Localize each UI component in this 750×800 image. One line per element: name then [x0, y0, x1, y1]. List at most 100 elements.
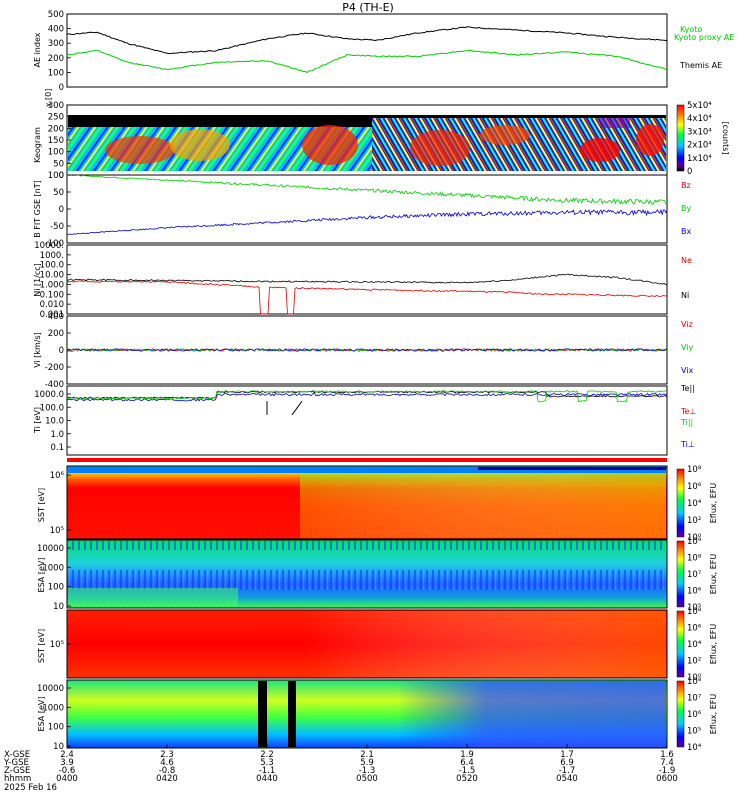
- esa-ion-colorbar-tick-label: 10⁷: [687, 694, 702, 704]
- sst-ion-colorbar-tick-label: 10²: [687, 657, 701, 667]
- keogram-ylabel2: x [0]: [44, 89, 53, 108]
- keogram-tick-label: 150: [48, 136, 64, 146]
- density-yticks: 10000.1000.100.010.001.0000.1000.0100.00…: [34, 241, 71, 320]
- density-tick-label: 1.000: [40, 280, 64, 290]
- x-axis-tick-label-x: 2.3: [160, 750, 174, 760]
- panel-sst-ion: 10⁵ SST [eV] 10⁸ 10⁶ 10⁴ 10² 10⁰ Eflux, EFU: [37, 607, 718, 683]
- density-tick-label: 100.0: [40, 261, 64, 271]
- panel-velocity: 400 200 0 -200 -400 Vi [km/s] Viz Viy Vix: [33, 312, 694, 390]
- esa-electron-colorbar-tick-label: 10⁸: [687, 554, 702, 564]
- esa-electron-colorbar-tick-label: 10⁶: [687, 587, 702, 597]
- velocity-tick-label: 200: [48, 329, 64, 339]
- esa-electron-tick-label: 1000: [42, 563, 64, 573]
- sst-ion-colorbar-tick-label: 10⁸: [687, 607, 702, 617]
- sst-electron-colorbar-tick-label: 10⁸: [687, 465, 702, 475]
- sst-ion-colorbar-label: Eflux, EFU: [709, 624, 718, 665]
- keogram-tick-label: 0: [59, 171, 64, 181]
- keogram-ylabel: Keogram: [33, 127, 42, 163]
- legend-viy: Viy: [681, 343, 694, 352]
- legend-te-par: Te||: [680, 384, 695, 393]
- sst-ion-colorbar-tick-label: 10⁰: [687, 673, 702, 683]
- sst-electron-colorbar: [676, 468, 685, 538]
- esa-electron-ylabel: ESA [eV]: [37, 558, 46, 593]
- x-axis-tick-label-x: 1.7: [560, 750, 574, 760]
- esa-electron-tick-label: 100: [48, 583, 64, 593]
- legend-bz: Bz: [681, 181, 691, 190]
- x-axis-tick-label-z: -0.8: [159, 766, 176, 776]
- density-tick-label: 0.001: [40, 310, 64, 320]
- density-tick-label: 0.100: [40, 290, 64, 300]
- keogram-tick-label: 200: [48, 124, 64, 134]
- b-field-yticks: 100 50 0 -50 -100: [45, 171, 71, 249]
- esa-electron-colorbar-label: Eflux, EFU: [709, 554, 718, 595]
- x-axis-tick-label-z: -1.7: [559, 766, 576, 776]
- keogram-tick-label: 300: [48, 101, 64, 111]
- temperature-tick-label: 0.1: [50, 443, 64, 453]
- b-field-tick-label: -100: [45, 239, 64, 249]
- x-axis-tick-label-x: 1.6: [660, 750, 674, 760]
- keogram-tick-label: 250: [48, 113, 64, 123]
- esa-electron-tick-label: 10: [53, 602, 64, 612]
- x-axis-tick-label-z: -0.6: [59, 766, 76, 776]
- sst-electron-yticks: 10⁶ 10⁵: [50, 471, 71, 536]
- b-field-tick-label: 0: [59, 205, 64, 215]
- sst-ion-ylabel: SST [eV]: [37, 629, 46, 663]
- esa-ion-colorbar-label: Eflux, EFU: [709, 694, 718, 735]
- legend-ne: Ne: [681, 256, 692, 265]
- x-axis-tick-label-x: 2.1: [360, 750, 374, 760]
- sst-electron-ylabel: SST [eV]: [37, 488, 46, 522]
- sst-electron-colorbar-tick-label: 10⁴: [687, 499, 702, 509]
- esa-electron-tick-label: 10000: [37, 544, 64, 554]
- keogram-colorbar-tick-label: 3x10⁴: [687, 127, 712, 137]
- keogram-tick-label: 100: [48, 148, 64, 158]
- density-lines: [66, 273, 668, 315]
- x-axis-row-label: Y-GSE: [3, 758, 29, 768]
- esa-ion-tick-label: 10000: [37, 684, 64, 694]
- x-axis-tick-label-y: 5.3: [260, 758, 274, 768]
- temperature-ylabel: Ti [eV]: [33, 407, 42, 434]
- legend-themis-ae: Themis AE: [679, 61, 722, 70]
- legend-ti-par: Ti||: [680, 418, 693, 427]
- x-axis-tick-label-x: 1.9: [460, 750, 474, 760]
- x-axis-tick-label-z: -1.3: [359, 766, 376, 776]
- x-axis-tick-label-y: 3.9: [60, 758, 74, 768]
- temperature-tick-label: 1000.0: [34, 390, 64, 400]
- esa-ion-gap-1: [258, 681, 267, 747]
- sst-electron-colorbar-tick-label: 10⁶: [687, 482, 702, 492]
- temperature-dropout-2: [291, 400, 303, 416]
- density-tick-label: 0.010: [40, 300, 64, 310]
- keogram-colorbar-tick-label: 4x10⁴: [687, 114, 712, 124]
- x-axis-tick-label-y: 6.4: [460, 758, 474, 768]
- keogram-colorbar-label: [counts]: [721, 122, 730, 155]
- ae-line-themis: [66, 26, 668, 55]
- sst-ion-colorbar-ticks: 10⁸ 10⁶ 10⁴ 10² 10⁰: [687, 607, 702, 683]
- ae-tick-label: 0: [59, 83, 64, 93]
- ae-tick-label: 200: [48, 54, 64, 64]
- sst-electron-tick-label: 10⁶: [50, 471, 65, 481]
- temperature-tick-label: 10.0: [45, 417, 64, 427]
- panel-ae-index: 500 400 300 200 100 0 AE index Kyoto Kyoto pr…: [33, 10, 734, 93]
- velocity-line-vix: [66, 348, 667, 352]
- x-axis-tick-label-t: 0600: [656, 774, 678, 784]
- velocity-tick-label: -200: [45, 363, 64, 373]
- density-tick-label: 10.00: [40, 271, 64, 281]
- x-axis-row-label: hhmm: [4, 774, 31, 784]
- b-line-bx: [66, 208, 668, 236]
- legend-te-perp: Te⊥: [680, 407, 696, 416]
- panel-b-field: 100 50 0 -50 -100 B FIT GSE [nT] Bz By Bx: [33, 171, 691, 249]
- velocity-line-viz: [66, 348, 668, 352]
- esa-electron-colorbar-ticks: 10⁹ 10⁸ 10⁷ 10⁶ 10⁵: [687, 537, 702, 613]
- x-axis-row-label: X-GSE: [4, 750, 30, 760]
- b-field-ylabel: B FIT GSE [nT]: [33, 180, 42, 238]
- x-axis-tick-label-x: 2.4: [60, 750, 74, 760]
- esa-electron-colorbar-tick-label: 10⁹: [687, 537, 702, 547]
- temperature-tick-label: 1.0: [50, 430, 64, 440]
- esa-electron-colorbar-tick-label: 10⁵: [687, 603, 701, 613]
- legend-bx: Bx: [681, 227, 691, 236]
- legend-kyoto-proxy-ae: Kyoto proxy AE: [674, 33, 734, 42]
